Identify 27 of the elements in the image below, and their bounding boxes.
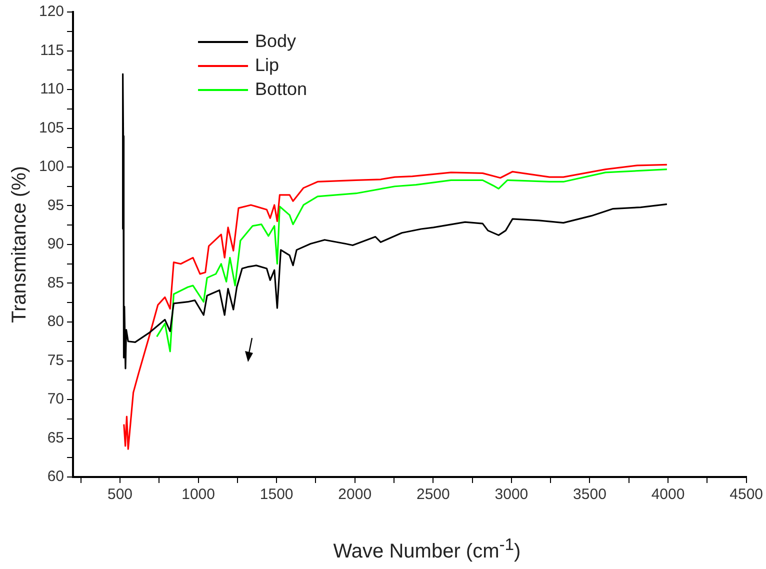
y-tick-label: 85 xyxy=(47,274,64,292)
y-tick-label: 80 xyxy=(47,313,64,330)
y-tick-label: 70 xyxy=(47,390,64,408)
x-tick-label: 1500 xyxy=(260,486,294,504)
y-tick-label: 95 xyxy=(47,196,64,214)
y-tick-label: 60 xyxy=(47,468,64,486)
y-tick-label: 110 xyxy=(40,80,64,98)
y-tick-label: 90 xyxy=(47,236,64,253)
y-tick-label: 100 xyxy=(38,158,64,176)
x-tick-label: 4500 xyxy=(730,486,764,504)
x-tick-label: 500 xyxy=(107,486,133,504)
y-tick-label: 75 xyxy=(47,352,64,369)
legend-label: Botton xyxy=(255,78,308,99)
x-tick-label: 4000 xyxy=(651,486,685,504)
x-tick-label: 1000 xyxy=(182,486,215,504)
legend-label: Lip xyxy=(255,54,280,75)
y-tick-label: 120 xyxy=(38,3,64,20)
x-tick-label: 3000 xyxy=(494,486,528,504)
x-axis-title: Wave Number (cm$^{-1}$) xyxy=(332,535,522,564)
x-tick-label: 3500 xyxy=(573,486,606,504)
x-tick-label: 2000 xyxy=(338,486,372,504)
y-tick-label: 105 xyxy=(38,119,64,136)
y-axis-title: Transmitance (%) xyxy=(8,166,31,324)
x-tick-label: 2500 xyxy=(416,486,450,504)
y-tick-label: 115 xyxy=(40,42,64,59)
y-tick-label: 65 xyxy=(47,429,64,446)
legend-label: Body xyxy=(255,30,296,51)
